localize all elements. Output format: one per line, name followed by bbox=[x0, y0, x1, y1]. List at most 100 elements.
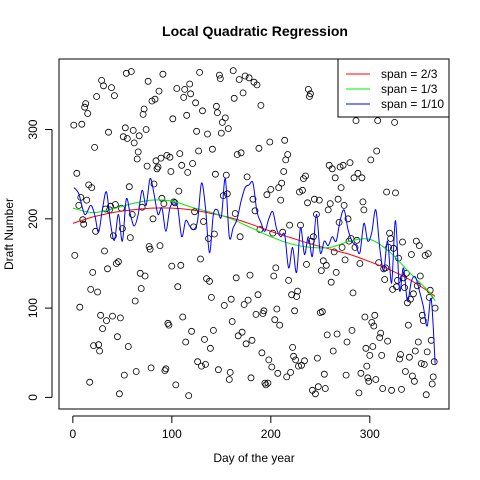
data-point bbox=[172, 381, 180, 389]
data-point bbox=[202, 360, 209, 368]
data-point bbox=[245, 74, 253, 82]
data-point bbox=[367, 156, 375, 164]
data-point bbox=[293, 293, 301, 300]
data-point bbox=[150, 180, 158, 188]
data-point bbox=[119, 133, 127, 141]
data-point bbox=[137, 285, 145, 292]
data-point bbox=[286, 221, 294, 229]
data-point bbox=[216, 75, 224, 82]
data-point bbox=[303, 260, 310, 268]
data-point bbox=[359, 198, 367, 206]
data-point bbox=[116, 390, 123, 398]
data-point bbox=[226, 368, 234, 376]
data-point bbox=[262, 381, 270, 389]
data-point bbox=[391, 119, 399, 126]
data-point bbox=[73, 169, 81, 177]
data-point bbox=[387, 235, 395, 242]
data-point bbox=[410, 377, 418, 385]
data-point bbox=[290, 352, 298, 360]
data-point bbox=[244, 296, 252, 304]
plot-frame bbox=[58, 58, 450, 410]
data-point bbox=[218, 119, 226, 126]
data-point bbox=[265, 356, 273, 364]
data-point bbox=[151, 95, 159, 103]
data-point bbox=[431, 304, 439, 312]
x-tick-label: 300 bbox=[360, 427, 380, 441]
data-point bbox=[348, 326, 356, 334]
data-point bbox=[288, 291, 296, 299]
data-point bbox=[283, 373, 291, 381]
data-point bbox=[275, 184, 283, 192]
x-tick-label: 0 bbox=[70, 427, 77, 441]
data-point bbox=[404, 321, 412, 329]
data-point bbox=[157, 154, 165, 162]
data-point bbox=[130, 139, 138, 147]
data-point bbox=[313, 354, 321, 362]
data-point bbox=[180, 94, 188, 101]
data-point bbox=[257, 102, 265, 109]
data-point bbox=[339, 161, 347, 169]
data-point bbox=[420, 360, 428, 368]
data-point bbox=[272, 264, 280, 272]
data-point bbox=[76, 303, 84, 311]
data-point bbox=[86, 378, 94, 386]
data-point bbox=[255, 144, 263, 152]
series-line-2 bbox=[72, 199, 436, 302]
data-point bbox=[428, 380, 436, 388]
data-point bbox=[97, 311, 104, 319]
data-point bbox=[361, 313, 369, 321]
data-point bbox=[401, 368, 409, 375]
data-point bbox=[354, 169, 362, 177]
data-point bbox=[254, 291, 262, 299]
data-point bbox=[191, 208, 199, 216]
data-point bbox=[252, 310, 260, 318]
data-point bbox=[392, 189, 399, 197]
data-point bbox=[318, 308, 326, 316]
data-point bbox=[237, 149, 245, 157]
data-point bbox=[183, 111, 191, 119]
data-point bbox=[394, 276, 401, 284]
data-point bbox=[243, 173, 251, 181]
data-point bbox=[82, 100, 90, 107]
data-point bbox=[87, 285, 95, 293]
data-point bbox=[304, 199, 311, 207]
data-point bbox=[306, 90, 314, 98]
data-point bbox=[177, 261, 185, 269]
data-point bbox=[165, 321, 173, 329]
data-point bbox=[362, 344, 370, 352]
data-point bbox=[278, 179, 286, 187]
data-point bbox=[211, 170, 219, 178]
data-point bbox=[200, 218, 207, 225]
data-point bbox=[215, 71, 223, 79]
data-point bbox=[242, 340, 250, 348]
data-point bbox=[310, 195, 318, 203]
data-point bbox=[229, 67, 237, 74]
data-point bbox=[80, 220, 88, 228]
data-point bbox=[253, 81, 261, 89]
data-point bbox=[338, 243, 346, 251]
data-point bbox=[373, 147, 381, 155]
data-point bbox=[120, 371, 128, 379]
data-point bbox=[119, 225, 126, 233]
data-point bbox=[182, 338, 190, 346]
data-point bbox=[411, 347, 419, 355]
data-point bbox=[418, 311, 426, 319]
data-point bbox=[429, 373, 437, 381]
data-point bbox=[95, 341, 102, 349]
data-point bbox=[96, 347, 103, 355]
data-point bbox=[352, 117, 360, 124]
data-point bbox=[317, 267, 325, 275]
data-point bbox=[273, 305, 281, 313]
data-point bbox=[287, 368, 295, 376]
data-point bbox=[231, 210, 239, 217]
data-point bbox=[360, 206, 368, 214]
data-point bbox=[355, 389, 363, 397]
data-point bbox=[388, 386, 396, 394]
data-point bbox=[363, 362, 371, 370]
data-point bbox=[386, 229, 394, 237]
data-point bbox=[249, 195, 257, 203]
data-point bbox=[322, 261, 330, 269]
data-point bbox=[112, 201, 119, 208]
